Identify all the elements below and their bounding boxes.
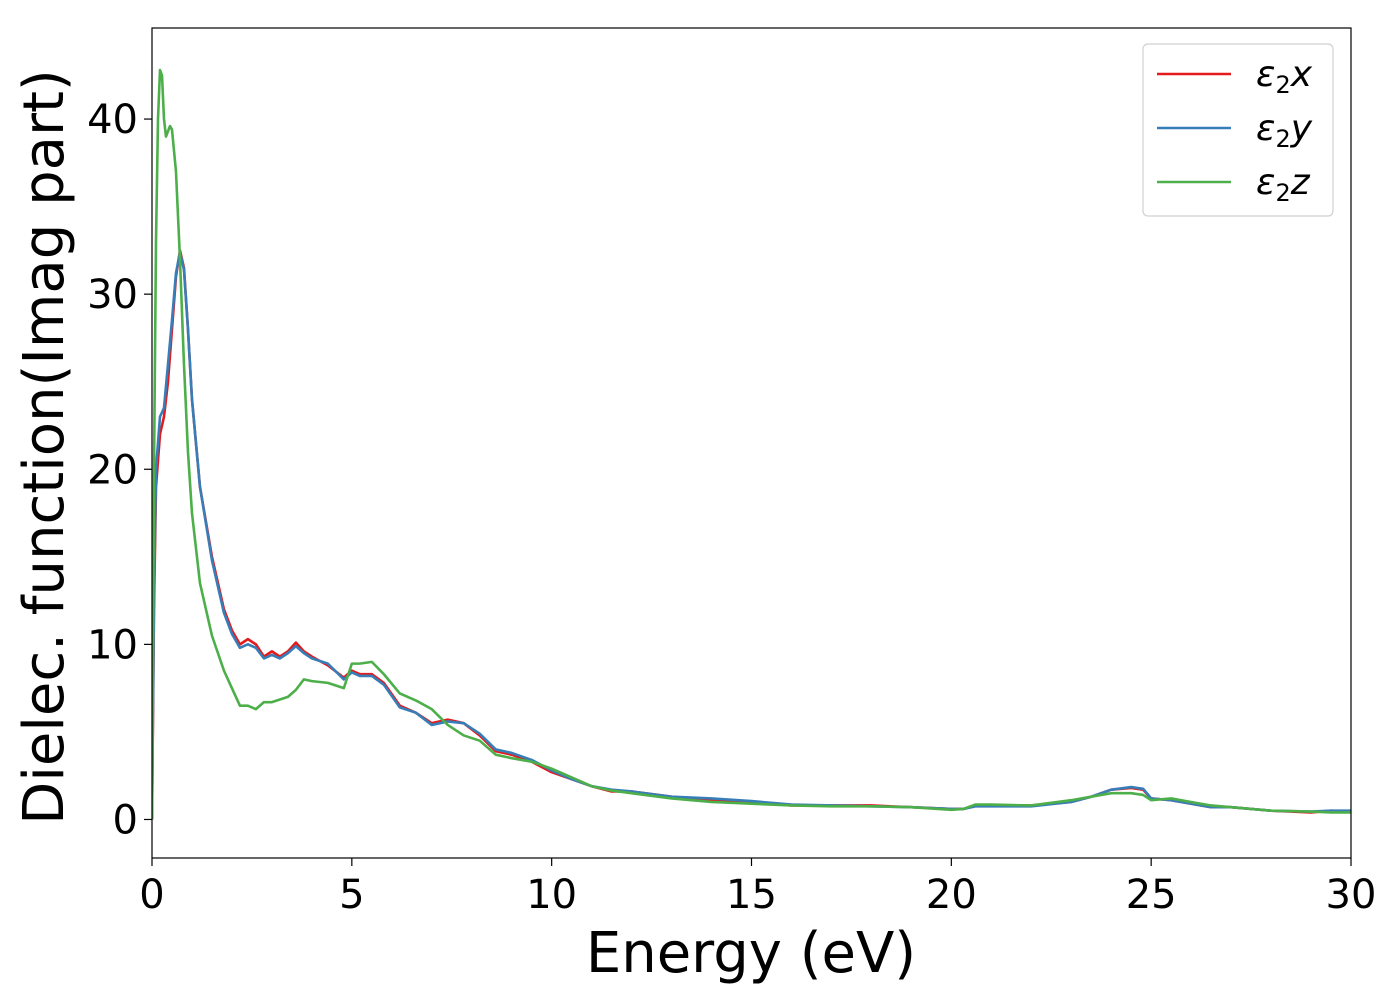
legend-label: ε2x xyxy=(1256,54,1313,99)
series-line-3 xyxy=(152,68,1351,820)
y-axis-ticks: 0 10 20 30 40 xyxy=(87,97,152,843)
x-tick-label: 10 xyxy=(526,872,577,918)
legend: ε2x ε2y ε2z xyxy=(1142,43,1334,217)
x-tick-label: 0 xyxy=(139,872,164,918)
x-tick-label: 20 xyxy=(926,872,977,918)
y-tick-label: 20 xyxy=(87,447,138,493)
series-lines xyxy=(152,68,1351,820)
legend-box xyxy=(1142,43,1334,217)
legend-label: ε2z xyxy=(1256,162,1311,207)
y-axis-title: Dielec. function(Imag part) xyxy=(12,69,77,825)
x-tick-label: 25 xyxy=(1126,872,1177,918)
y-tick-label: 30 xyxy=(87,272,138,318)
y-tick-label: 0 xyxy=(113,797,138,843)
y-tick-label: 10 xyxy=(87,622,138,668)
x-tick-label: 15 xyxy=(726,872,777,918)
x-tick-label: 5 xyxy=(339,872,364,918)
x-tick-label: 30 xyxy=(1326,872,1377,918)
x-axis-title: Energy (eV) xyxy=(586,921,916,986)
x-axis-ticks: 0 5 10 15 20 25 30 xyxy=(139,858,1376,918)
legend-label: ε2y xyxy=(1256,108,1313,153)
y-tick-label: 40 xyxy=(87,97,138,143)
